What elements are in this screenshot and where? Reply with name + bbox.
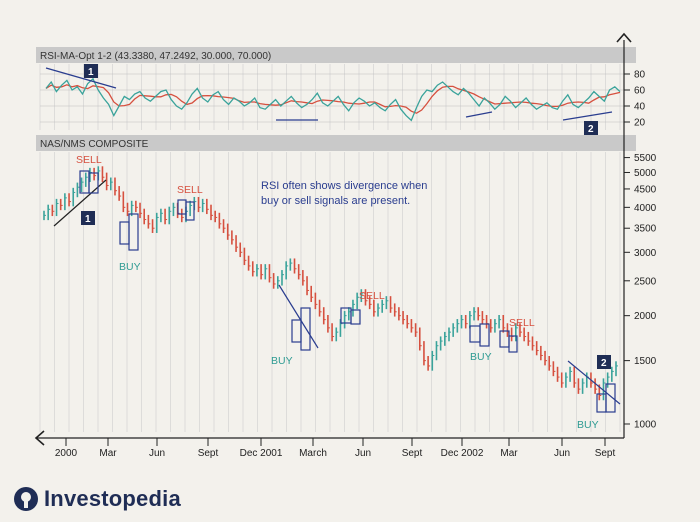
price-divergence-line-2: [278, 284, 319, 349]
buy-label: BUY: [271, 355, 293, 367]
x-axis-arrow-icon: [34, 430, 45, 446]
investopedia-logo-icon: [14, 487, 38, 511]
price-series: [43, 166, 618, 401]
price-panel-title: NAS/NMS COMPOSITE: [40, 139, 149, 150]
rsi-divergence-line-3: [465, 111, 493, 118]
badge-1-rsi: [84, 64, 98, 78]
price-y-tick-label: 3000: [634, 248, 657, 259]
buy-label: BUY: [470, 351, 492, 363]
buy-box: [291, 319, 302, 343]
buy-label: BUY: [577, 419, 599, 431]
x-tick-label: 2000: [55, 448, 78, 459]
rsi-ma-line: [45, 84, 621, 114]
x-tick-label: Sept: [402, 448, 423, 459]
buy-box: [605, 383, 616, 413]
x-tick-label: Jun: [355, 448, 371, 459]
sell-box: [185, 201, 195, 221]
signal-boxes: [79, 170, 616, 413]
rsi-y-tick-label: 40: [634, 102, 646, 113]
x-tick-label: Mar: [500, 448, 518, 459]
sell-label: SELL: [177, 184, 203, 196]
sell-label: SELL: [509, 317, 535, 329]
badge-2-rsi: [584, 121, 598, 135]
x-tick-label: March: [299, 448, 327, 459]
badge-1-price-text: 1: [85, 214, 91, 225]
buy-box: [300, 307, 311, 351]
sell-box: [88, 172, 99, 194]
investopedia-logo[interactable]: Investopedia: [14, 485, 181, 513]
x-tick-label: Mar: [99, 448, 117, 459]
rsi-divergence-line-1: [45, 67, 117, 89]
x-tick-label: Dec 2001: [240, 448, 283, 459]
divergence-note-line-2: buy or sell signals are present.: [261, 195, 410, 207]
buy-box: [128, 213, 139, 251]
brand-name: Investopedia: [44, 486, 181, 511]
badge-2-rsi-text: 2: [588, 124, 594, 135]
price-y-tick-label: 5500: [634, 153, 657, 164]
buy-box: [119, 221, 130, 245]
x-tick-labels: 2000 Mar Jun Sept Dec 2001 March Jun Sept Dec 20…: [55, 438, 616, 459]
price-y-tick-label: 1500: [634, 356, 657, 367]
sell-box: [508, 335, 518, 353]
price-y-tick-label: 5000: [634, 168, 657, 179]
price-y-tick-label: 4500: [634, 184, 657, 195]
badge-1-price: [81, 211, 95, 225]
y-tick-labels: 80 60 40 20 5500 5000 4500 4000 3500 3000 2500 2000…: [624, 70, 657, 430]
rsi-series: [45, 77, 621, 122]
rsi-panel-title: RSI-MA-Opt 1-2 (43.3380, 47.2492, 30.000…: [40, 51, 271, 62]
rsi-line: [45, 77, 621, 122]
x-tick-label: Sept: [198, 448, 219, 459]
buy-label: BUY: [119, 261, 141, 273]
price-y-tick-label: 2500: [634, 276, 657, 287]
price-divergence-line-3: [567, 360, 621, 405]
badge-2-price-text: 2: [601, 358, 607, 369]
price-y-tick-label: 3500: [634, 224, 657, 235]
price-y-tick-label: 1000: [634, 419, 657, 430]
price-panel-header: [36, 135, 636, 151]
rsi-divergence-line-4: [562, 111, 613, 121]
x-tick-label: Jun: [149, 448, 165, 459]
x-tick-label: Jun: [554, 448, 570, 459]
x-tick-label: Dec 2002: [441, 448, 484, 459]
buy-box: [479, 323, 490, 347]
price-y-tick-label: 2000: [634, 311, 657, 322]
buy-box: [596, 393, 607, 413]
sell-label: SELL: [76, 154, 102, 166]
grid-lines: [39, 64, 624, 432]
price-divergence-line-1: [53, 179, 107, 227]
price-y-tick-label: 4000: [634, 203, 657, 214]
rsi-y-tick-label: 80: [634, 70, 646, 81]
rsi-y-tick-label: 60: [634, 86, 646, 97]
badge-2-price: [597, 355, 611, 369]
divergence-note-line-1: RSI often shows divergence when: [261, 180, 427, 192]
sell-label: SELL: [359, 290, 385, 302]
rsi-panel-header: [36, 47, 636, 63]
x-tick-label: Sept: [595, 448, 616, 459]
rsi-y-tick-label: 20: [634, 118, 646, 129]
sell-box: [350, 309, 361, 325]
badge-1-rsi-text: 1: [88, 67, 94, 78]
y-axis-arrow-icon: [616, 32, 632, 43]
